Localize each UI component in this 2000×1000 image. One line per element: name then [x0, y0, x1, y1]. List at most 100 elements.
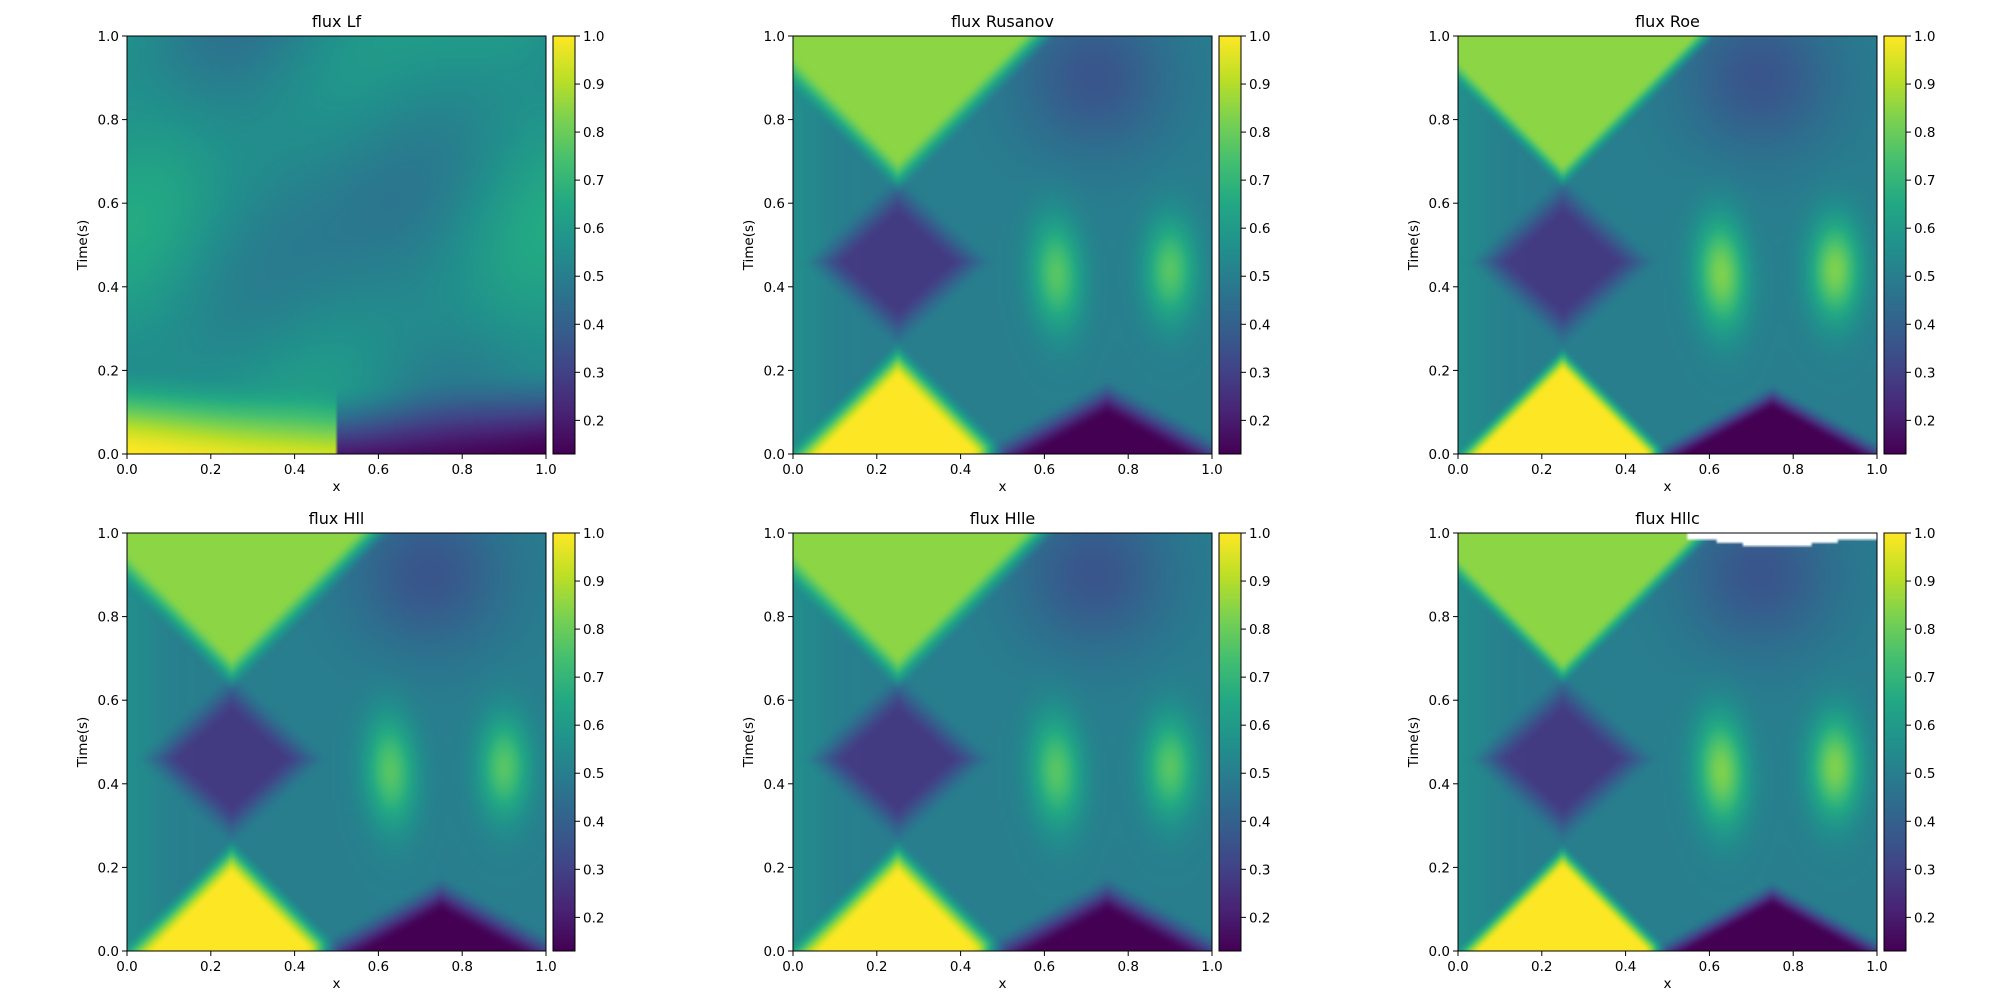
plot-frame — [792, 532, 1213, 952]
colorbar-tick-label: 1.0 — [1914, 526, 1935, 542]
x-tick-label: 0.0 — [1447, 462, 1468, 478]
x-tick-label: 0.8 — [451, 462, 472, 478]
x-tick-label: 1.0 — [1201, 959, 1222, 975]
colorbar-tick-label: 0.9 — [583, 77, 604, 93]
colorbar-tick-label: 0.7 — [1914, 173, 1935, 189]
x-axis-label: x — [999, 976, 1007, 992]
plot-frame — [1457, 35, 1878, 455]
colorbar-tick-label: 0.3 — [1914, 862, 1935, 878]
y-tick-label: 0.2 — [1429, 860, 1450, 876]
colorbar — [553, 36, 575, 454]
heatmap-panel-hll: flux Hll 0.0 0.2 0.4 0.6 0.8 1.0 0.0 0.2 0.4 0.6 0.… — [75, 509, 604, 992]
colorbar-tick-label: 0.6 — [583, 718, 604, 734]
y-tick-label: 0.4 — [98, 777, 119, 793]
x-tick-label: 0.6 — [1699, 959, 1720, 975]
colorbar-tick-label: 1.0 — [1249, 29, 1270, 45]
colorbar-tick-label: 0.5 — [1914, 766, 1935, 782]
colorbar-tick-label: 1.0 — [583, 526, 604, 542]
heatmap-panel-hllc: flux Hllc 0.0 0.2 0.4 0.6 0.8 1.0 0.0 0.2 0.4 0.6 0… — [1406, 509, 1935, 992]
heatmap-panel-rusanov: flux Rusanov 0.0 0.2 0.4 0.6 0.8 1.0 0.0 0.2 0.4 0… — [741, 12, 1270, 495]
y-tick-label: 0.6 — [1429, 196, 1450, 212]
y-tick-label: 0.2 — [98, 860, 119, 876]
colorbar-tick-label: 0.5 — [1249, 269, 1270, 285]
y-axis-label: Time(s) — [741, 717, 757, 769]
colorbar-tick-label: 1.0 — [1914, 29, 1935, 45]
colorbar-tick-label: 0.7 — [1914, 670, 1935, 686]
x-axis-label: x — [1664, 976, 1672, 992]
colorbar-tick-label: 0.5 — [1914, 269, 1935, 285]
colorbar-tick-label: 0.7 — [1249, 670, 1270, 686]
y-tick-label: 0.2 — [764, 860, 785, 876]
x-tick-label: 0.4 — [284, 462, 305, 478]
y-tick-label: 0.8 — [764, 610, 785, 626]
colorbar-tick-label: 0.7 — [583, 173, 604, 189]
colorbar-tick-label: 0.9 — [1249, 574, 1270, 590]
colorbar-tick-label: 0.2 — [1914, 910, 1935, 926]
colorbar — [553, 533, 575, 951]
x-tick-label: 0.0 — [116, 959, 137, 975]
colorbar-tick-label: 0.8 — [1249, 125, 1270, 141]
colorbar-frame — [552, 532, 576, 952]
y-axis-label: Time(s) — [75, 717, 91, 769]
colorbar-tick-label: 0.4 — [1914, 814, 1935, 830]
x-tick-label: 0.2 — [866, 959, 887, 975]
colorbar-tick-label: 0.4 — [583, 317, 604, 333]
colorbar-tick-label: 0.8 — [583, 125, 604, 141]
y-tick-label: 0.2 — [98, 363, 119, 379]
x-tick-label: 0.8 — [1782, 959, 1803, 975]
colorbar-frame — [1218, 35, 1242, 455]
x-tick-label: 0.2 — [200, 462, 221, 478]
y-tick-label: 0.8 — [1429, 610, 1450, 626]
x-tick-label: 1.0 — [1866, 959, 1887, 975]
y-tick-label: 0.4 — [98, 280, 119, 296]
colorbar-frame — [1883, 532, 1907, 952]
y-tick-label: 0.2 — [1429, 363, 1450, 379]
colorbar-tick-label: 0.6 — [1249, 718, 1270, 734]
colorbar-tick-label: 0.2 — [1249, 910, 1270, 926]
panel-title: flux Lf — [312, 12, 362, 31]
colorbar-tick-label: 0.4 — [1249, 814, 1270, 830]
y-tick-label: 0.0 — [1429, 447, 1450, 463]
heatmap-image — [127, 36, 546, 454]
y-tick-label: 0.6 — [764, 693, 785, 709]
plot-frame — [126, 532, 547, 952]
x-tick-label: 0.8 — [451, 959, 472, 975]
y-tick-label: 1.0 — [98, 526, 119, 542]
x-axis-label: x — [333, 976, 341, 992]
colorbar-tick-label: 0.8 — [1914, 622, 1935, 638]
y-tick-label: 1.0 — [764, 526, 785, 542]
y-tick-label: 0.6 — [98, 196, 119, 212]
x-tick-label: 0.0 — [116, 462, 137, 478]
colorbar-tick-label: 0.5 — [583, 766, 604, 782]
colorbar-tick-label: 0.6 — [1914, 718, 1935, 734]
x-tick-label: 0.8 — [1782, 462, 1803, 478]
colorbar-tick-label: 0.9 — [1914, 77, 1935, 93]
heatmap-image — [127, 533, 546, 951]
heatmap-image — [793, 533, 1212, 951]
x-tick-label: 0.6 — [1034, 959, 1055, 975]
colorbar-tick-label: 0.3 — [1249, 862, 1270, 878]
colorbar-tick-label: 0.9 — [1914, 574, 1935, 590]
x-tick-label: 0.2 — [1531, 462, 1552, 478]
y-tick-label: 1.0 — [764, 29, 785, 45]
x-tick-label: 0.6 — [1034, 462, 1055, 478]
x-tick-label: 1.0 — [535, 462, 556, 478]
x-axis-label: x — [333, 479, 341, 495]
y-tick-label: 0.4 — [1429, 777, 1450, 793]
heatmap-image — [1458, 533, 1877, 951]
colorbar — [1219, 36, 1241, 454]
heatmap-image — [793, 36, 1212, 454]
colorbar-tick-label: 0.3 — [583, 862, 604, 878]
x-axis-label: x — [1664, 479, 1672, 495]
y-tick-label: 0.0 — [98, 447, 119, 463]
panel-title: flux Hllc — [1635, 509, 1700, 528]
x-tick-label: 0.4 — [1615, 462, 1636, 478]
x-tick-label: 1.0 — [535, 959, 556, 975]
x-tick-label: 0.6 — [368, 462, 389, 478]
colorbar-tick-label: 0.6 — [1914, 221, 1935, 237]
y-tick-label: 0.8 — [98, 113, 119, 129]
y-tick-label: 0.6 — [764, 196, 785, 212]
y-axis-label: Time(s) — [741, 220, 757, 272]
colorbar-tick-label: 1.0 — [1249, 526, 1270, 542]
y-tick-label: 0.0 — [1429, 944, 1450, 960]
